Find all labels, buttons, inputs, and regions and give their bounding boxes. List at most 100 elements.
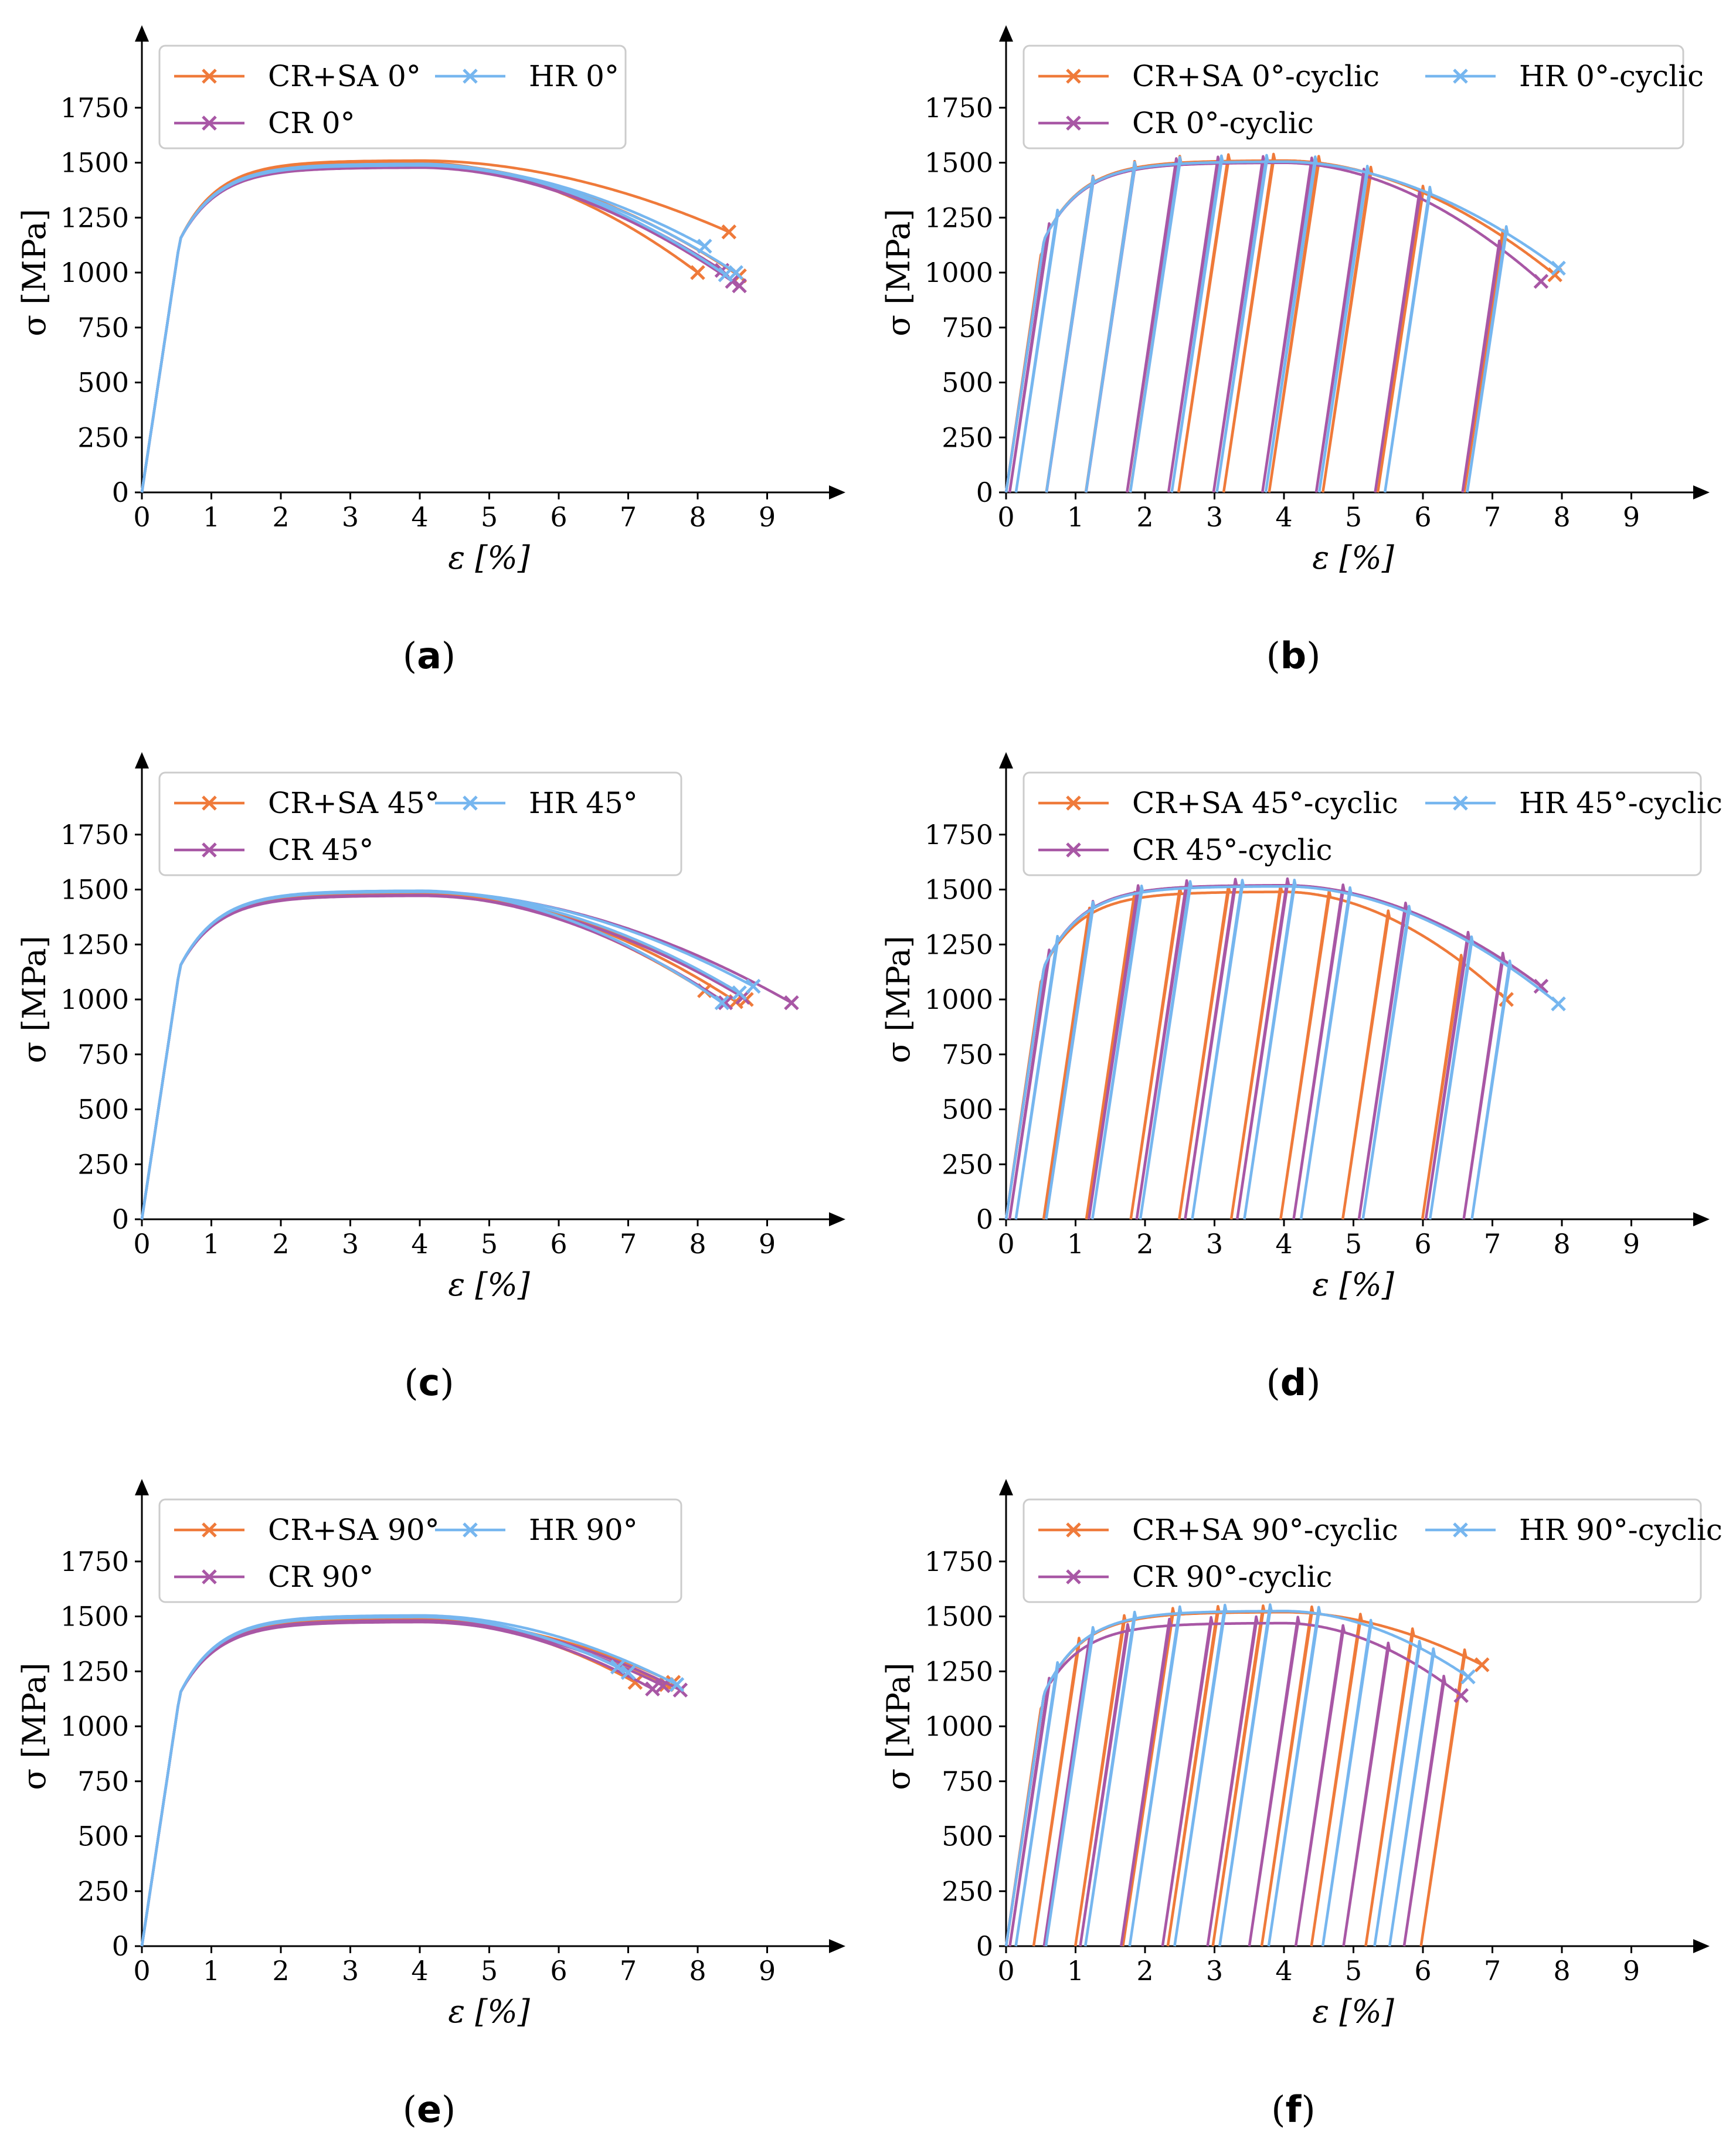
caption-paren: (: [404, 1361, 418, 1404]
panel-caption: (b): [1266, 634, 1321, 677]
x-axis-label: ε [%]: [1312, 1993, 1395, 2030]
caption-paren: ): [441, 2088, 456, 2131]
caption-letter: f: [1286, 2088, 1302, 2131]
legend-label: CR 45°: [268, 833, 373, 867]
x-tick-label: 3: [342, 1228, 359, 1260]
series-line-cr: [140, 1619, 681, 1947]
x-tick-label: 5: [1345, 501, 1362, 533]
x-axis-label: ε [%]: [1312, 539, 1395, 576]
y-tick-label: 0: [976, 1203, 993, 1235]
series-group: [1004, 877, 1566, 1220]
failure-marker-cr: [1533, 978, 1549, 994]
x-tick-label: 9: [1623, 1955, 1640, 1987]
x-tick-label: 8: [689, 1955, 706, 1987]
y-tick-label: 0: [976, 1930, 993, 1962]
legend: CR+SA 90°-cyclic CR 90°-cyclic HR 90°-cycl…: [1022, 1498, 1723, 1603]
x-tick-label: 3: [1206, 1228, 1223, 1260]
y-axis-label: σ [MPa]: [16, 1662, 53, 1790]
y-axis-label: σ [MPa]: [880, 209, 917, 336]
legend-frame: [1022, 1498, 1702, 1603]
panel-f: 0 1 2 3 4 5 6 7 8 9 0 250 500 750 1000 1250 1500 1750 ε [%…: [880, 1479, 1723, 2131]
x-tick-label: 5: [1345, 1228, 1362, 1260]
x-tick-label: 2: [272, 1228, 289, 1260]
x-tick-label: 1: [1067, 1955, 1084, 1987]
failure-marker-cr_sa: [1474, 1657, 1490, 1672]
x-tick-label: 5: [481, 1955, 498, 1987]
legend-label: HR 45°-cyclic: [1519, 786, 1723, 820]
x-tick-label: 2: [1136, 1228, 1153, 1260]
y-tick-label: 1500: [60, 874, 129, 906]
caption-letter: b: [1280, 634, 1306, 677]
y-tick-label: 0: [112, 1930, 129, 1962]
legend: CR+SA 0° CR 0° HR 0°: [158, 45, 627, 149]
legend-label: CR 90°: [268, 1560, 373, 1594]
y-tick-label: 1250: [60, 202, 129, 233]
legend-label: CR 45°-cyclic: [1132, 833, 1333, 867]
legend-frame: [158, 45, 627, 149]
legend-label: CR 0°: [268, 106, 355, 140]
y-axis-label: σ [MPa]: [16, 936, 53, 1063]
x-tick-label: 7: [620, 501, 637, 533]
x-axis-label: ε [%]: [448, 1993, 531, 2030]
series-group: [1004, 1603, 1490, 1947]
legend-marker-cr: [202, 115, 217, 131]
x-axis-arrow: [1693, 1212, 1710, 1226]
failure-marker-hr: [1551, 996, 1566, 1012]
x-tick-label: 1: [1067, 1228, 1084, 1260]
series-line-cr_sa: [140, 159, 730, 493]
x-tick-label: 2: [1136, 501, 1153, 533]
x-tick-label: 6: [550, 1228, 567, 1260]
x-axis-arrow: [829, 1212, 845, 1226]
series-line-hr: [140, 890, 740, 1220]
x-tick-label: 5: [481, 1228, 498, 1260]
panel-c: 0 1 2 3 4 5 6 7 8 9 0 250 500 750 1000 1250 1500 1750 ε [%…: [16, 752, 845, 1404]
failure-marker-cr: [718, 995, 733, 1011]
caption-letter: c: [419, 1361, 440, 1404]
x-axis-arrow: [829, 485, 845, 499]
panel-b: 0 1 2 3 4 5 6 7 8 9 0 250 500 750 1000 1250 1500 1750 ε [%…: [880, 25, 1710, 677]
y-tick-label: 1000: [925, 1710, 993, 1742]
x-tick-label: 9: [1623, 501, 1640, 533]
series-line-cr: [140, 165, 740, 493]
y-tick-label: 750: [942, 1039, 993, 1070]
x-tick-label: 2: [272, 1955, 289, 1987]
y-tick-label: 750: [942, 312, 993, 344]
legend-label: CR+SA 0°-cyclic: [1132, 59, 1380, 93]
legend-marker-hr: [463, 1522, 478, 1538]
failure-marker-hr: [1460, 1669, 1476, 1685]
y-tick-label: 1250: [925, 202, 993, 233]
series-line-cr: [140, 890, 793, 1220]
failure-marker-cr_sa: [1499, 992, 1514, 1007]
legend-marker-cr: [202, 1569, 217, 1584]
caption-paren: (: [1266, 1361, 1280, 1404]
failure-marker-cr: [1453, 1688, 1469, 1703]
y-tick-label: 1750: [925, 1546, 993, 1577]
caption-paren: ): [1306, 1361, 1320, 1404]
x-tick-label: 5: [1345, 1955, 1362, 1987]
x-tick-label: 6: [550, 1955, 567, 1987]
x-axis-arrow: [829, 1939, 845, 1953]
legend-frame: [1022, 45, 1684, 149]
y-tick-label: 1000: [925, 984, 993, 1015]
y-tick-label: 500: [77, 1821, 129, 1852]
legend-marker-hr: [1453, 69, 1468, 84]
y-tick-label: 1750: [60, 92, 129, 124]
x-tick-label: 2: [1136, 1955, 1153, 1987]
x-tick-label: 4: [1275, 1955, 1292, 1987]
legend-marker-cr: [202, 842, 217, 858]
y-tick-label: 750: [77, 1039, 129, 1070]
x-tick-label: 8: [1553, 501, 1570, 533]
x-tick-label: 0: [133, 501, 150, 533]
legend-label: CR+SA 90°: [268, 1513, 440, 1547]
y-tick-label: 1750: [925, 92, 993, 124]
legend-marker-cr: [1066, 1569, 1081, 1584]
series-line-cr_sa: [140, 1618, 636, 1947]
y-tick-label: 250: [942, 421, 993, 453]
x-tick-label: 1: [203, 501, 220, 533]
failure-marker-hr: [620, 1665, 636, 1680]
panel-d: 0 1 2 3 4 5 6 7 8 9 0 250 500 750 1000 1250 1500 1750 ε [%…: [880, 752, 1723, 1404]
caption-paren: (: [1271, 2088, 1285, 2131]
y-tick-label: 1000: [60, 984, 129, 1015]
x-tick-label: 6: [1414, 1955, 1431, 1987]
